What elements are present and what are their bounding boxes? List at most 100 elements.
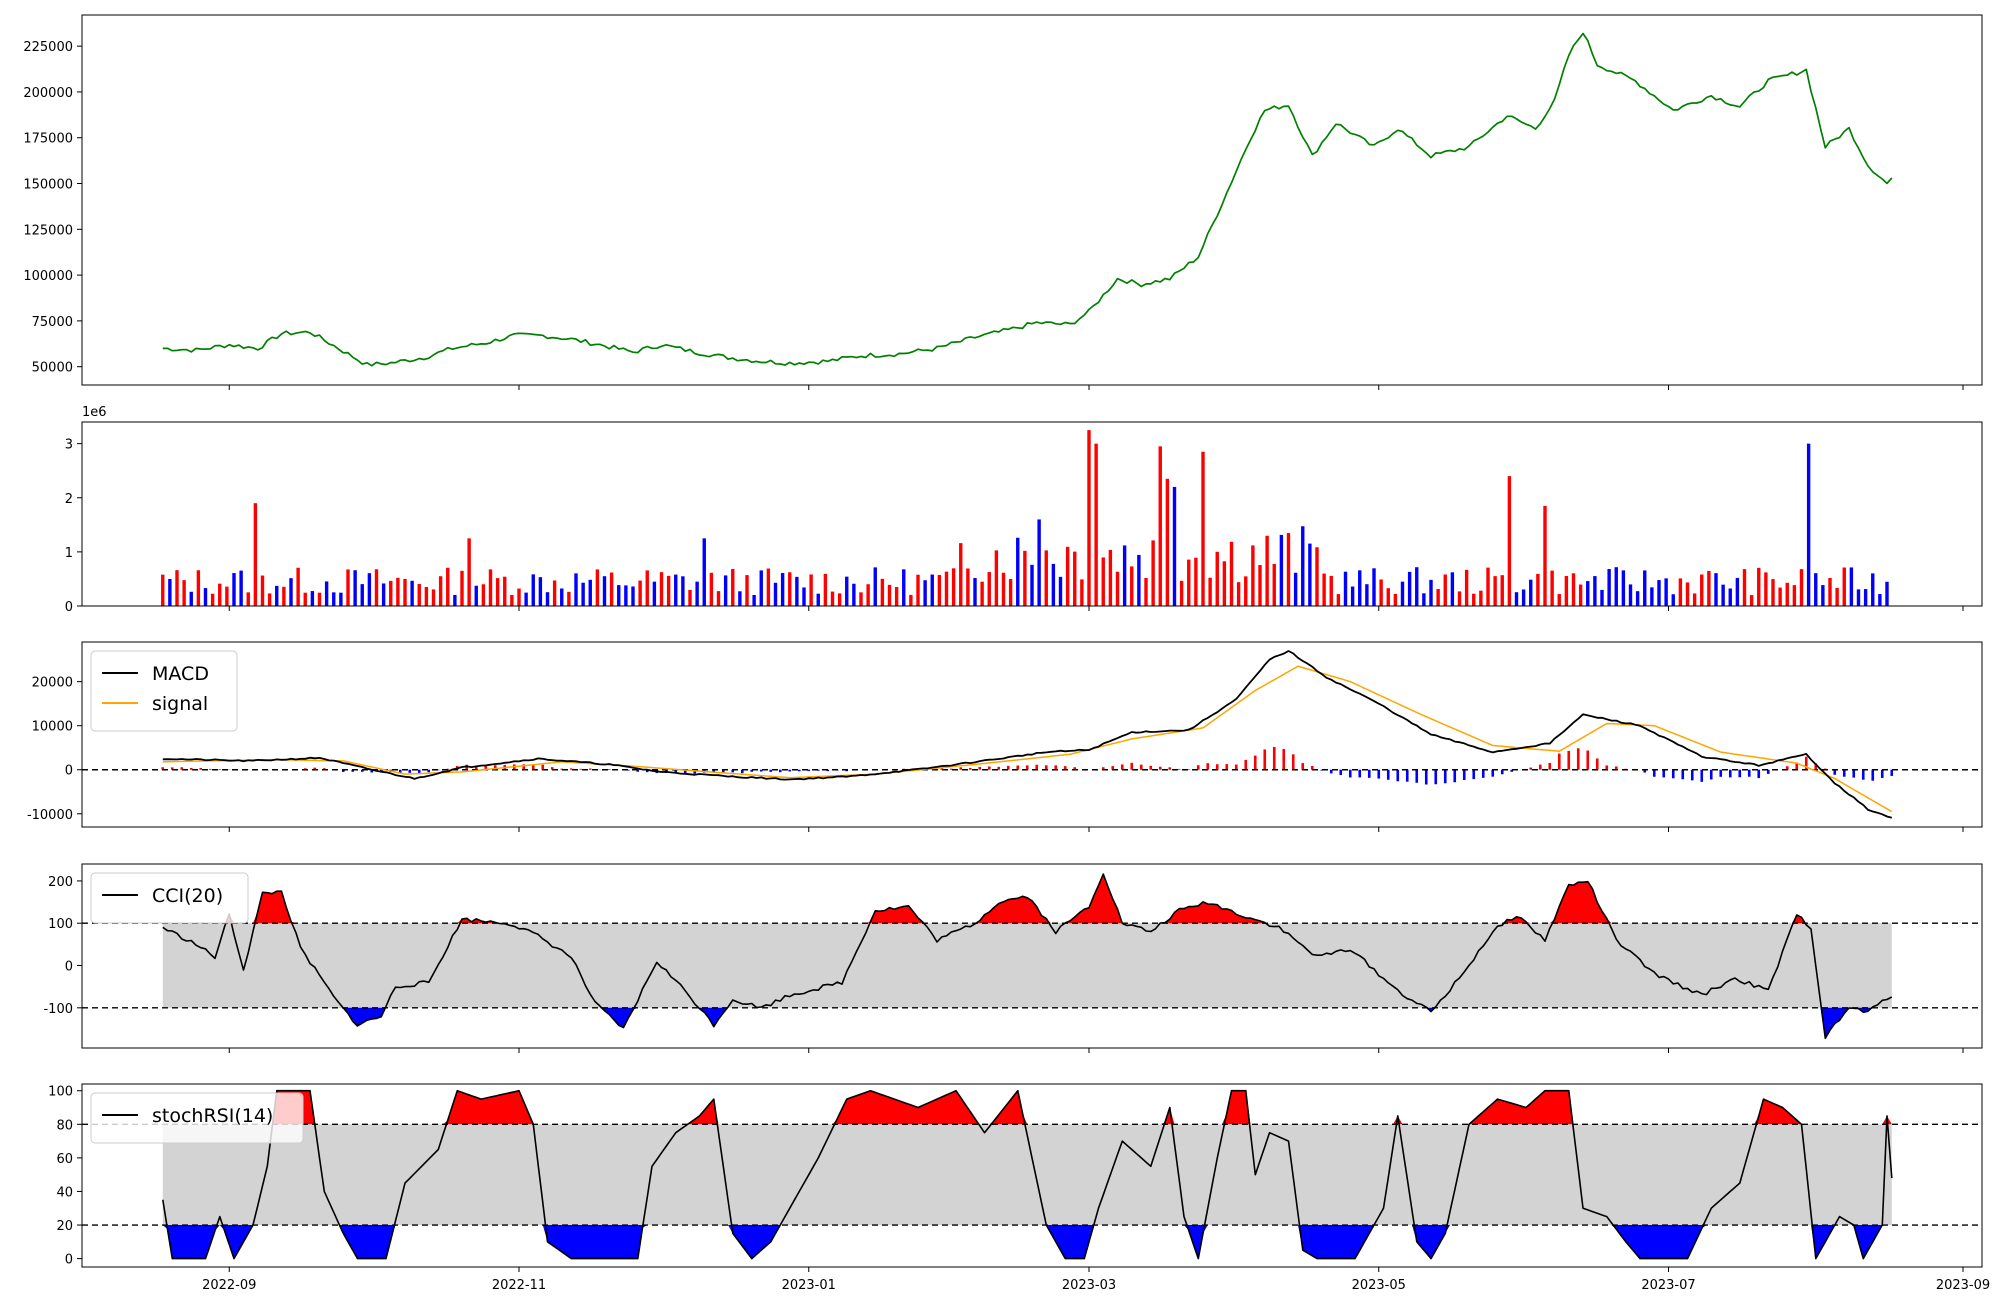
macd-legend-box	[90, 650, 238, 732]
macd-histogram-bar	[1576, 748, 1580, 770]
macd-histogram-bar	[550, 767, 554, 770]
volume-bar	[1065, 546, 1070, 606]
macd-histogram-bar	[1567, 750, 1571, 770]
volume-bar	[1073, 551, 1077, 606]
volume-bar	[545, 592, 550, 606]
volume-bar	[702, 538, 706, 606]
macd-histogram-bar	[1795, 762, 1799, 770]
volume-ytick-label: 0	[65, 600, 73, 615]
macd-histogram-bar	[427, 769, 431, 773]
volume-bar	[1593, 576, 1597, 606]
macd-histogram-bar	[816, 769, 820, 771]
stochrsi-neutral-band	[162, 1124, 1892, 1226]
volume-bar	[1785, 582, 1789, 606]
macd-histogram-bar	[1443, 769, 1447, 784]
macd-histogram-bar	[750, 769, 754, 772]
volume-bar	[780, 573, 785, 606]
macd-histogram-bar	[1225, 764, 1229, 770]
macd-histogram-bar	[674, 769, 678, 774]
volume-bar	[802, 587, 806, 606]
volume-bar	[994, 550, 999, 606]
volume-bar	[488, 569, 493, 606]
volume-bar	[1771, 579, 1775, 606]
volume-bar	[1265, 535, 1269, 606]
volume-bar	[894, 587, 899, 606]
macd-histogram-bar	[180, 767, 184, 770]
volume-bar	[745, 575, 749, 606]
volume-bar	[966, 568, 970, 606]
volume-bar	[374, 569, 379, 606]
cci-legend-box	[90, 872, 249, 924]
volume-bar	[645, 570, 649, 606]
volume-bar	[1372, 568, 1376, 606]
volume-bar	[182, 580, 186, 606]
macd-histogram-bar	[1614, 766, 1618, 770]
cci-line	[162, 873, 1893, 1040]
volume-ytick-label: 2	[65, 492, 73, 507]
macd-histogram-bar	[1158, 766, 1162, 770]
volume-bar	[1457, 591, 1462, 606]
volume-ytick-label: 3	[65, 438, 73, 453]
volume-bar	[1728, 588, 1732, 606]
volume-bar	[467, 538, 471, 606]
volume-bar	[716, 591, 721, 606]
volume-bar	[353, 570, 357, 606]
volume-bar	[1450, 572, 1455, 606]
volume-bar	[1621, 570, 1626, 606]
volume-bar	[788, 572, 792, 606]
price-line	[162, 32, 1893, 367]
volume-bar	[809, 574, 813, 606]
volume-bar	[524, 592, 528, 606]
volume-bar	[296, 567, 300, 606]
volume-bar	[1422, 593, 1426, 606]
volume-bar	[1222, 561, 1227, 606]
macd-histogram-bar	[1700, 769, 1704, 782]
volume-bar	[1500, 575, 1504, 606]
macd-histogram-bar	[161, 767, 165, 770]
macd-histogram-bar	[1187, 769, 1191, 770]
macd-histogram-bar	[189, 767, 193, 770]
macd-histogram-bar	[569, 768, 573, 770]
volume-bar	[1871, 573, 1875, 606]
macd-histogram-bar	[1890, 769, 1894, 776]
macd-histogram-bar	[1586, 750, 1590, 770]
volume-bar	[1108, 549, 1113, 606]
volume-bar	[417, 583, 421, 606]
macd-histogram-bar	[1852, 769, 1856, 778]
volume-bar	[1023, 550, 1027, 606]
volume-bar	[517, 588, 521, 606]
volume-bar	[688, 589, 692, 606]
macd-histogram-bar	[1073, 767, 1077, 770]
volume-bar	[1137, 554, 1141, 606]
macd-histogram-bar	[1643, 769, 1647, 773]
volume-bar	[175, 570, 179, 606]
volume-bar	[332, 592, 336, 606]
volume-bar	[196, 570, 201, 606]
volume-bar	[1436, 589, 1440, 606]
volume-bar	[282, 586, 286, 606]
macd-histogram-bar	[1234, 764, 1238, 770]
volume-bar	[210, 593, 215, 606]
volume-bar	[1856, 589, 1861, 606]
macd-histogram-bar	[807, 769, 811, 772]
macd-histogram-bar	[645, 769, 649, 773]
volume-bar	[1301, 526, 1305, 606]
volume-ytick-label: 1	[65, 546, 73, 561]
volume-bar	[1051, 563, 1056, 606]
macd-histogram-bar	[693, 769, 697, 774]
macd-histogram-bar	[493, 765, 497, 770]
volume-bar	[902, 569, 906, 606]
volume-bar	[446, 567, 450, 606]
volume-bar	[1778, 587, 1782, 606]
volume-bar	[1087, 430, 1091, 606]
macd-histogram-bar	[360, 769, 364, 772]
macd-ytick-label: 10000	[32, 720, 73, 735]
macd-histogram-bar	[1329, 769, 1333, 774]
volume-bar	[1080, 579, 1084, 606]
volume-bar	[1115, 571, 1120, 606]
macd-histogram-bar	[1861, 769, 1865, 780]
macd-histogram-bar	[797, 769, 801, 772]
macd-histogram-bar	[1196, 765, 1200, 770]
volume-bar	[389, 580, 393, 606]
macd-histogram-bar	[417, 769, 421, 774]
